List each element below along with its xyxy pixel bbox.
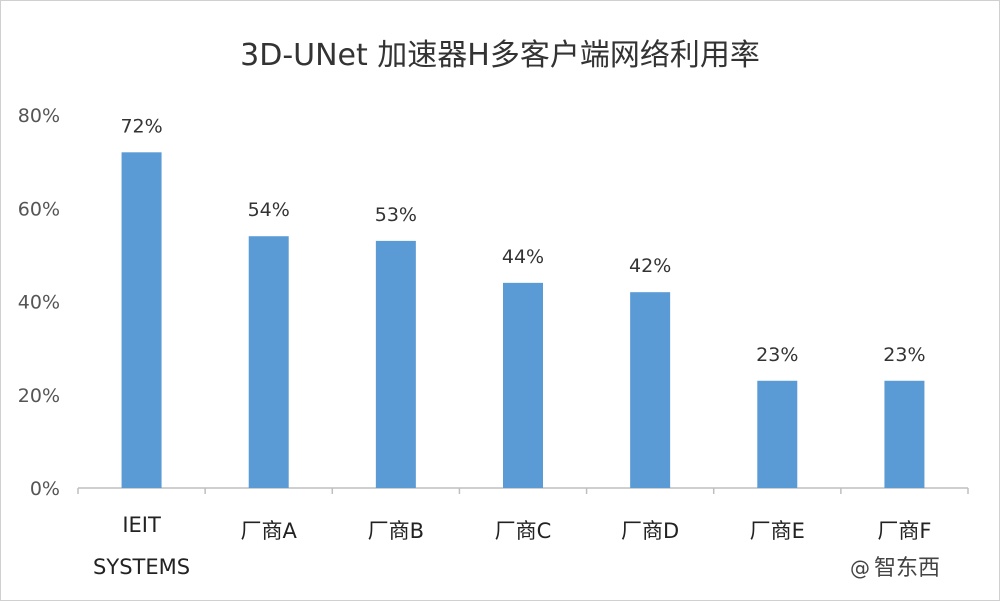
- bar: [630, 292, 671, 488]
- x-tick-label: 厂商D: [621, 519, 679, 543]
- y-tick-label: 80%: [18, 105, 60, 127]
- data-label: 23%: [883, 344, 925, 366]
- y-tick-label: 40%: [18, 292, 60, 314]
- data-label: 72%: [120, 115, 162, 137]
- y-tick-label: 0%: [30, 478, 60, 500]
- watermark-symbol: @: [850, 556, 870, 580]
- bar: [757, 380, 798, 488]
- data-label: 44%: [502, 246, 544, 268]
- bar: [121, 152, 162, 489]
- y-tick-label: 20%: [18, 385, 60, 407]
- bar: [884, 380, 925, 488]
- y-tick-label: 60%: [18, 198, 60, 220]
- x-tick-label: 厂商F: [877, 519, 931, 543]
- bar: [503, 282, 543, 488]
- data-label: 23%: [756, 344, 798, 366]
- data-label: 53%: [375, 204, 417, 226]
- bar: [375, 240, 416, 488]
- x-tick-label: 厂商C: [495, 519, 552, 543]
- bar: [248, 236, 289, 488]
- watermark: @ 智东西: [850, 550, 940, 582]
- x-tick-label: 厂商A: [241, 519, 298, 543]
- x-tick-label: IEIT SYSTEMS: [93, 513, 190, 579]
- data-label: 54%: [248, 199, 290, 221]
- x-tick-label: 厂商B: [368, 519, 424, 543]
- data-label: 42%: [629, 255, 671, 277]
- watermark-text: 智东西: [874, 556, 941, 581]
- chart-title: 3D-UNet 加速器H多客户端网络利用率: [240, 38, 760, 73]
- x-tick-label: 厂商E: [750, 519, 805, 543]
